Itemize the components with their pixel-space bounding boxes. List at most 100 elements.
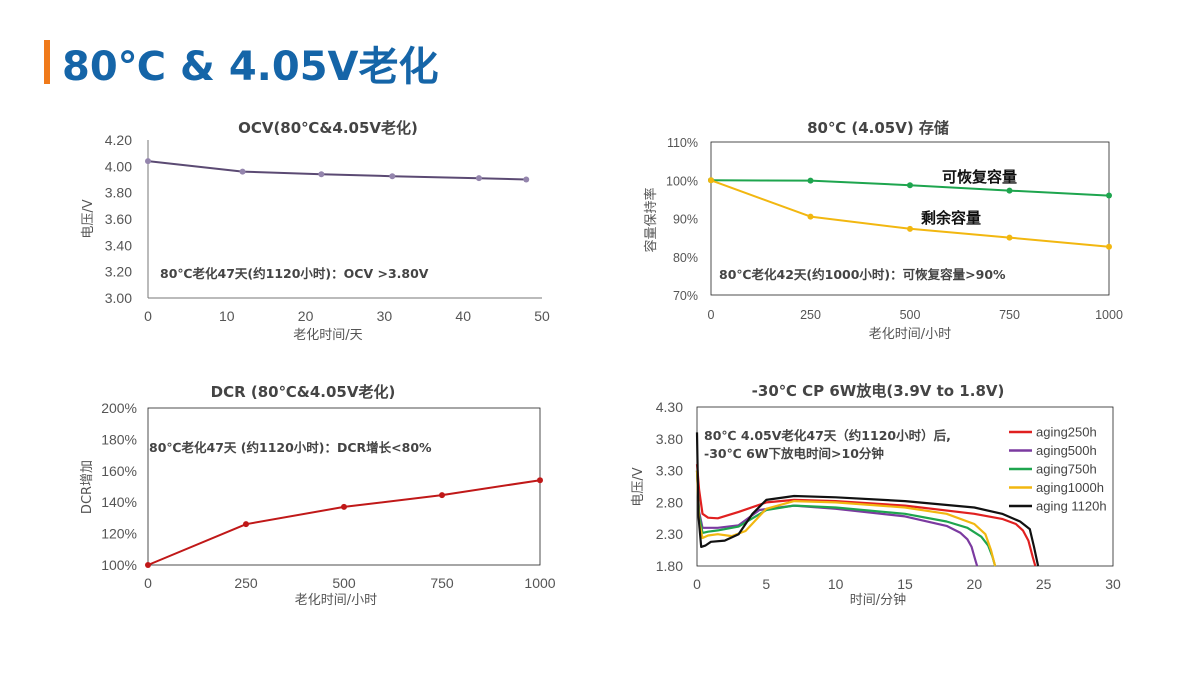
data-point — [145, 562, 151, 568]
data-point — [1106, 192, 1112, 199]
data-point — [389, 173, 396, 180]
data-point — [1006, 234, 1013, 241]
x-tick-label: 30 — [377, 308, 393, 324]
series-line — [710, 179, 1110, 248]
chart-annotation: 80℃老化47天 (约1120小时)：DCR增长<80% — [149, 440, 432, 455]
legend-entry: aging1000h — [1036, 480, 1104, 495]
y-tick-label: 110% — [667, 136, 698, 150]
x-tick-label: 0 — [144, 575, 152, 591]
legend: aging250h aging500h aging750h aging1000h agi… — [1009, 425, 1107, 514]
x-tick-label: 10 — [219, 308, 235, 324]
y-tick-label: 200% — [101, 400, 137, 416]
x-tick-label: 250 — [234, 575, 258, 591]
y-axis-label: 电压/V — [631, 467, 646, 506]
legend-entry: aging 1120h — [1036, 499, 1107, 514]
x-axis-label: 老化时间/小时 — [295, 593, 377, 608]
series-line — [695, 464, 1037, 567]
chart-capacity-retention: 80℃ (4.05V) 存储 110% 100% 90% 80% 70% 0 250 500 7… — [643, 119, 1123, 342]
x-tick-label: 50 — [534, 308, 550, 324]
chart-dcr: DCR (80℃&4.05V老化) 200% 180% 160% 140% 120% 10… — [80, 383, 556, 608]
plot-frame — [710, 141, 1110, 296]
y-tick-label: 3.40 — [105, 237, 132, 253]
y-tick-label: 3.60 — [105, 211, 132, 227]
data-point — [341, 503, 347, 510]
y-tick-label: 100% — [666, 174, 698, 188]
x-tick-label: 750 — [430, 575, 454, 591]
x-tick-label: 20 — [298, 308, 314, 324]
chart-annotation: 80℃老化47天(约1120小时)：OCV >3.80V — [160, 266, 429, 281]
x-tick-label: 500 — [900, 308, 921, 322]
y-tick-label: 160% — [101, 463, 137, 479]
chart-ocv: OCV(80℃&4.05V老化) 4.20 4.00 3.80 3.60 3.40 3.2… — [81, 119, 550, 343]
data-point — [318, 171, 325, 178]
data-point — [239, 168, 246, 175]
chart-annotation-line-2: -30℃ 6W下放电时间>10分钟 — [704, 446, 884, 461]
y-tick-label: 4.20 — [105, 132, 132, 148]
x-axis-label: 时间/分钟 — [850, 592, 906, 608]
x-tick-label: 20 — [967, 576, 983, 592]
legend-entry: aging250h — [1036, 425, 1097, 440]
chart-title: 80℃ (4.05V) 存储 — [807, 119, 949, 137]
y-tick-label: 90% — [673, 213, 698, 227]
y-tick-label: 3.80 — [656, 431, 683, 447]
x-axis-label: 老化时间/天 — [293, 328, 362, 343]
chart-annotation-line-1: 80℃ 4.05V老化47天（约1120小时）后, — [704, 428, 951, 443]
legend-entry: aging500h — [1036, 443, 1097, 458]
x-tick-label: 25 — [1036, 576, 1052, 592]
y-tick-label: 4.00 — [105, 158, 132, 174]
chart-annotation: 80℃老化42天(约1000小时)：可恢复容量>90% — [719, 267, 1006, 282]
data-point — [439, 492, 445, 499]
chart-title: DCR (80℃&4.05V老化) — [211, 383, 396, 401]
x-tick-label: 40 — [455, 308, 471, 324]
title-accent-bar — [44, 40, 50, 84]
x-tick-label: 15 — [897, 576, 913, 592]
y-tick-label: 2.30 — [656, 526, 683, 542]
y-tick-label: 3.30 — [656, 463, 683, 479]
x-tick-label: 30 — [1105, 576, 1121, 592]
x-tick-label: 5 — [762, 576, 770, 592]
y-tick-label: 80% — [673, 251, 698, 265]
y-axis-label: 电压/V — [81, 199, 96, 238]
y-tick-label: 180% — [101, 431, 137, 447]
legend-entry: aging750h — [1036, 462, 1097, 477]
x-tick-label: 1000 — [524, 575, 555, 591]
chart-discharge: -30℃ CP 6W放电(3.9V to 1.8V) 4.30 3.80 3.30 2… — [631, 382, 1121, 608]
data-point — [523, 176, 530, 183]
data-point — [907, 225, 913, 232]
data-point — [907, 182, 913, 189]
series-label-remaining: 剩余容量 — [921, 209, 981, 227]
y-tick-label: 4.30 — [656, 399, 683, 415]
y-tick-label: 140% — [101, 494, 137, 510]
series-label-recoverable: 可恢复容量 — [942, 168, 1017, 186]
x-tick-label: 750 — [999, 308, 1020, 322]
chart-title: OCV(80℃&4.05V老化) — [238, 119, 418, 137]
x-tick-label: 10 — [828, 576, 844, 592]
y-tick-label: 1.80 — [656, 558, 683, 574]
data-point — [1106, 243, 1112, 250]
x-tick-label: 250 — [800, 308, 821, 322]
plot-frame — [147, 407, 541, 566]
data-point — [807, 213, 814, 220]
data-point — [708, 177, 714, 184]
y-axis-label: DCR增加 — [80, 460, 95, 514]
data-point — [807, 177, 814, 184]
series-line — [147, 160, 527, 181]
series-line — [695, 432, 1040, 567]
series-line — [695, 470, 997, 567]
y-tick-label: 3.00 — [105, 290, 132, 306]
page-title: 80℃ & 4.05V老化 — [62, 44, 439, 90]
y-tick-label: 100% — [101, 557, 137, 573]
series-line — [695, 470, 997, 567]
chart-title: -30℃ CP 6W放电(3.9V to 1.8V) — [752, 382, 1005, 400]
y-tick-label: 120% — [101, 526, 137, 542]
x-tick-label: 0 — [708, 308, 715, 322]
x-tick-label: 0 — [693, 576, 701, 592]
x-tick-label: 1000 — [1095, 308, 1123, 322]
y-tick-label: 2.80 — [656, 494, 683, 510]
x-tick-label: 0 — [144, 308, 152, 324]
y-tick-label: 3.80 — [105, 185, 132, 201]
data-point — [243, 521, 249, 528]
data-point — [537, 477, 543, 484]
y-tick-label: 3.20 — [105, 264, 132, 280]
